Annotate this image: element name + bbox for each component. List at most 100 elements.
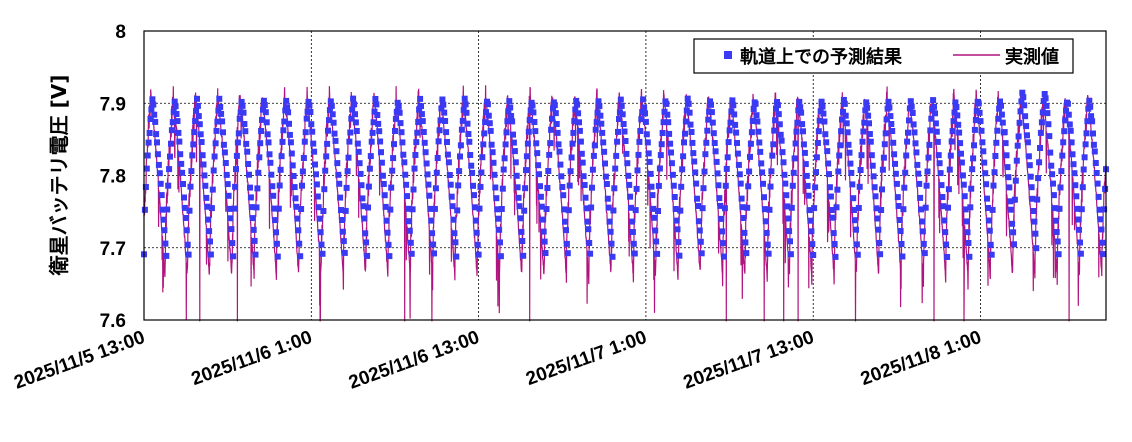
- predicted-point: [916, 180, 923, 187]
- predicted-point: [220, 129, 226, 136]
- predicted-point: [914, 161, 921, 168]
- predicted-point: [298, 206, 305, 212]
- predicted-point: [989, 206, 996, 213]
- predicted-point: [553, 121, 560, 127]
- y-tick-label: 8: [115, 22, 126, 43]
- predicted-point: [804, 182, 811, 189]
- predicted-point: [1088, 113, 1095, 120]
- predicted-point: [894, 194, 901, 201]
- predicted-point: [290, 173, 297, 179]
- predicted-point: [401, 159, 408, 166]
- predicted-point: [215, 107, 222, 114]
- predicted-point: [1060, 139, 1067, 146]
- predicted-point: [233, 152, 240, 159]
- predicted-point: [295, 227, 302, 234]
- predicted-point: [984, 195, 990, 202]
- predicted-point: [837, 142, 844, 149]
- predicted-point: [595, 98, 602, 105]
- predicted-point: [774, 99, 780, 105]
- predicted-point: [1087, 103, 1094, 110]
- predicted-point: [942, 229, 949, 236]
- predicted-point: [297, 253, 304, 260]
- predicted-point: [303, 115, 310, 122]
- predicted-point: [632, 207, 639, 214]
- predicted-point: [826, 184, 833, 191]
- predicted-point: [554, 129, 561, 136]
- predicted-point: [840, 96, 847, 103]
- predicted-point: [409, 206, 416, 213]
- predicted-point: [444, 139, 450, 145]
- predicted-point: [355, 148, 362, 155]
- predicted-point: [998, 102, 1004, 109]
- predicted-point: [189, 152, 196, 159]
- predicted-point: [1045, 121, 1052, 128]
- predicted-point: [148, 106, 155, 113]
- predicted-point: [642, 110, 648, 117]
- predicted-point: [352, 119, 359, 126]
- predicted-point: [918, 206, 924, 213]
- predicted-point: [992, 153, 999, 159]
- predicted-point: [619, 111, 626, 118]
- predicted-point: [337, 194, 344, 201]
- predicted-point: [1094, 180, 1101, 187]
- predicted-point: [150, 101, 157, 108]
- predicted-point: [537, 183, 543, 190]
- predicted-point: [997, 98, 1003, 105]
- predicted-point: [742, 239, 749, 246]
- predicted-point: [159, 206, 166, 213]
- predicted-point: [511, 148, 518, 155]
- predicted-point: [457, 142, 464, 149]
- predicted-point: [445, 159, 452, 166]
- predicted-point: [994, 127, 1001, 134]
- predicted-point: [483, 109, 489, 116]
- predicted-point: [1006, 184, 1013, 191]
- predicted-point: [350, 95, 357, 102]
- predicted-point: [517, 215, 524, 222]
- predicted-point: [610, 207, 617, 214]
- predicted-point: [596, 103, 603, 110]
- predicted-point: [256, 154, 263, 161]
- predicted-point: [291, 184, 298, 191]
- predicted-point: [764, 241, 771, 248]
- predicted-point: [1076, 226, 1082, 233]
- predicted-point: [600, 139, 607, 146]
- predicted-point: [846, 149, 853, 156]
- predicted-point: [1057, 184, 1064, 191]
- predicted-point: [1090, 141, 1097, 148]
- predicted-point: [880, 154, 887, 161]
- predicted-point: [908, 103, 915, 110]
- predicted-point: [551, 102, 558, 109]
- predicted-point: [436, 127, 443, 134]
- predicted-point: [629, 218, 635, 225]
- predicted-point: [433, 169, 440, 176]
- predicted-point: [892, 160, 898, 167]
- predicted-point: [1069, 151, 1076, 158]
- predicted-point: [274, 253, 281, 260]
- predicted-point: [470, 182, 476, 189]
- predicted-point: [519, 238, 526, 244]
- predicted-point: [761, 194, 767, 201]
- predicted-point: [501, 155, 508, 162]
- predicted-point: [153, 131, 160, 138]
- predicted-point: [327, 98, 334, 105]
- predicted-point: [471, 204, 478, 211]
- predicted-point: [667, 140, 674, 147]
- predicted-point: [735, 161, 742, 168]
- predicted-point: [947, 152, 954, 159]
- predicted-point: [1059, 152, 1066, 159]
- predicted-point: [271, 205, 278, 212]
- predicted-point: [970, 155, 977, 162]
- predicted-point: [194, 95, 200, 102]
- predicted-point: [913, 149, 920, 156]
- predicted-point: [1101, 206, 1108, 213]
- predicted-point: [239, 102, 246, 109]
- predicted-point: [671, 194, 678, 200]
- predicted-point: [535, 162, 542, 169]
- predicted-point: [388, 184, 395, 191]
- predicted-point: [878, 207, 885, 213]
- predicted-point: [787, 251, 794, 258]
- predicted-point: [377, 138, 384, 145]
- predicted-point: [743, 250, 750, 257]
- predicted-point: [721, 253, 727, 260]
- predicted-point: [510, 131, 516, 138]
